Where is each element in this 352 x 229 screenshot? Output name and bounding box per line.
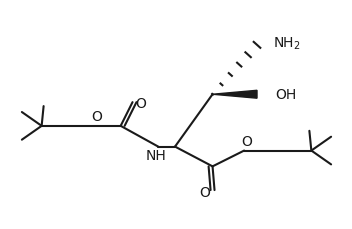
Text: O: O xyxy=(92,109,102,123)
Polygon shape xyxy=(213,91,257,99)
Text: O: O xyxy=(199,185,210,199)
Text: NH$_2$: NH$_2$ xyxy=(273,35,301,52)
Text: OH: OH xyxy=(275,88,296,102)
Text: O: O xyxy=(135,97,146,111)
Text: NH: NH xyxy=(146,149,166,163)
Text: O: O xyxy=(242,134,253,148)
